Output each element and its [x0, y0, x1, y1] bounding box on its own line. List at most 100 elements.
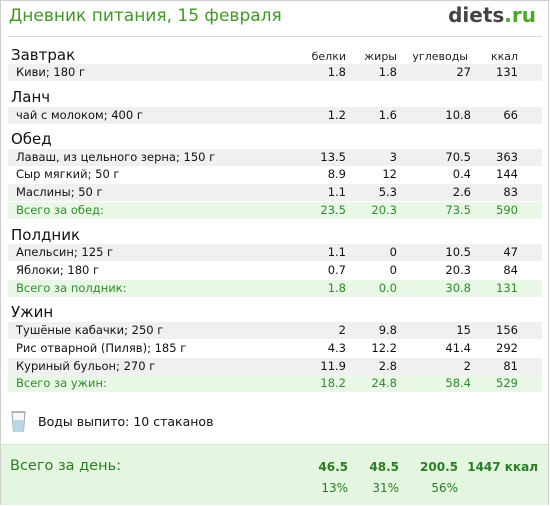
kcal-value: 363 — [496, 150, 518, 164]
food-name: чай с молоком; 400 г — [16, 108, 143, 122]
carbs-value: 0.4 — [452, 167, 471, 181]
food-name: Апельсин; 125 г — [16, 245, 114, 259]
day-kcal-total: 1447 ккал — [467, 460, 538, 474]
total-label: Всего за обед: — [16, 203, 104, 217]
kcal-value: 84 — [503, 263, 518, 277]
total-label: Всего за ужин: — [16, 376, 107, 390]
table-row: Киви; 180 г 1.8 1.8 27 131 — [8, 64, 542, 81]
table-row: Рис отварной (Пиляв); 185 г 4.3 12.2 41.… — [8, 340, 542, 357]
carbs-total: 58.4 — [445, 376, 471, 390]
kcal-value: 144 — [496, 167, 518, 181]
fat-value: 0 — [389, 263, 397, 277]
protein-total: 23.5 — [320, 203, 346, 217]
day-carbs-percent: 56% — [431, 481, 458, 495]
water-text: Воды выпито: 10 стаканов — [38, 414, 214, 429]
section-total-row: Всего за ужин: 18.2 24.8 58.4 529 — [8, 375, 542, 392]
section-title-supper: Ужин — [11, 303, 54, 321]
protein-value: 13.5 — [320, 150, 346, 164]
kcal-value: 47 — [503, 245, 518, 259]
col-header-fat: жиры — [364, 50, 397, 63]
carbs-value: 2 — [463, 359, 471, 373]
fat-value: 5.3 — [378, 185, 397, 199]
water-glass-icon — [11, 411, 26, 432]
kcal-total: 131 — [496, 281, 518, 295]
fat-total: 0.0 — [378, 281, 397, 295]
col-header-carbs: углеводы — [412, 50, 468, 63]
day-carbs-total: 200.5 — [420, 460, 458, 474]
day-total-label: Всего за день: — [10, 458, 122, 474]
food-name: Куриный бульон; 270 г — [16, 359, 156, 373]
logo-tld: .ru — [504, 3, 536, 27]
food-name: Яблоки; 180 г — [16, 263, 100, 277]
fat-value: 1.6 — [378, 108, 397, 122]
carbs-value: 15 — [456, 323, 471, 337]
header-divider — [8, 36, 542, 37]
table-row: Лаваш, из цельного зерна; 150 г 13.5 3 7… — [8, 149, 542, 166]
carbs-value: 41.4 — [445, 341, 471, 355]
logo-main: diets — [448, 3, 505, 27]
fat-value: 12.2 — [371, 341, 397, 355]
protein-total: 1.8 — [327, 281, 346, 295]
carbs-value: 10.5 — [445, 245, 471, 259]
kcal-total: 529 — [496, 376, 518, 390]
carbs-value: 20.3 — [445, 263, 471, 277]
carbs-value: 2.6 — [452, 185, 471, 199]
fat-value: 3 — [389, 150, 397, 164]
fat-value: 9.8 — [378, 323, 397, 337]
kcal-value: 156 — [496, 323, 518, 337]
protein-value: 1.2 — [327, 108, 346, 122]
day-protein-total: 46.5 — [318, 460, 348, 474]
carbs-total: 30.8 — [445, 281, 471, 295]
fat-value: 12 — [382, 167, 397, 181]
day-total-panel: Всего за день: 46.5 48.5 200.5 1447 ккал… — [1, 444, 548, 505]
protein-value: 1.8 — [327, 65, 346, 79]
protein-value: 11.9 — [320, 359, 346, 373]
carbs-value: 27 — [456, 65, 471, 79]
total-label: Всего за полдник: — [16, 281, 127, 295]
carbs-value: 10.8 — [445, 108, 471, 122]
protein-total: 18.2 — [320, 376, 346, 390]
fat-value: 0 — [389, 245, 397, 259]
site-logo[interactable]: diets.ru — [448, 3, 536, 27]
kcal-total: 590 — [496, 203, 518, 217]
kcal-value: 83 — [503, 185, 518, 199]
section-title-snack: Полдник — [11, 226, 81, 244]
food-name: Тушёные кабачки; 250 г — [16, 323, 164, 337]
protein-value: 8.9 — [327, 167, 346, 181]
protein-value: 4.3 — [327, 341, 346, 355]
protein-value: 0.7 — [327, 263, 346, 277]
food-name: Рис отварной (Пиляв); 185 г — [16, 341, 187, 355]
day-fat-percent: 31% — [372, 481, 399, 495]
protein-value: 1.1 — [327, 185, 346, 199]
protein-value: 2 — [338, 323, 346, 337]
carbs-total: 73.5 — [445, 203, 471, 217]
table-row: Яблоки; 180 г 0.7 0 20.3 84 — [8, 262, 542, 279]
table-row: Куриный бульон; 270 г 11.9 2.8 2 81 — [8, 358, 542, 375]
day-protein-percent: 13% — [321, 481, 348, 495]
table-row: Сыр мягкий; 50 г 8.9 12 0.4 144 — [8, 166, 542, 183]
section-title-lunch: Ланч — [11, 88, 51, 106]
fat-total: 20.3 — [371, 203, 397, 217]
protein-value: 1.1 — [327, 245, 346, 259]
kcal-value: 66 — [503, 108, 518, 122]
food-name: Киви; 180 г — [16, 65, 86, 79]
col-header-protein: белки — [311, 50, 346, 63]
kcal-value: 81 — [503, 359, 518, 373]
section-title-breakfast: Завтрак — [11, 46, 76, 64]
col-header-kcal: ккал — [490, 50, 518, 63]
page-title: Дневник питания, 15 февраля — [9, 6, 282, 26]
fat-total: 24.8 — [371, 376, 397, 390]
food-name: Сыр мягкий; 50 г — [16, 167, 120, 181]
table-row: чай с молоком; 400 г 1.2 1.6 10.8 66 — [8, 107, 542, 124]
kcal-value: 131 — [496, 65, 518, 79]
table-row: Маслины; 50 г 1.1 5.3 2.6 83 — [8, 184, 542, 201]
section-title-dinner: Обед — [11, 130, 52, 148]
fat-value: 2.8 — [378, 359, 397, 373]
food-name: Маслины; 50 г — [16, 185, 103, 199]
food-name: Лаваш, из цельного зерна; 150 г — [16, 150, 216, 164]
table-row: Тушёные кабачки; 250 г 2 9.8 15 156 — [8, 322, 542, 339]
section-total-row: Всего за обед: 23.5 20.3 73.5 590 — [8, 202, 542, 219]
section-total-row: Всего за полдник: 1.8 0.0 30.8 131 — [8, 280, 542, 297]
carbs-value: 70.5 — [445, 150, 471, 164]
table-row: Апельсин; 125 г 1.1 0 10.5 47 — [8, 244, 542, 261]
